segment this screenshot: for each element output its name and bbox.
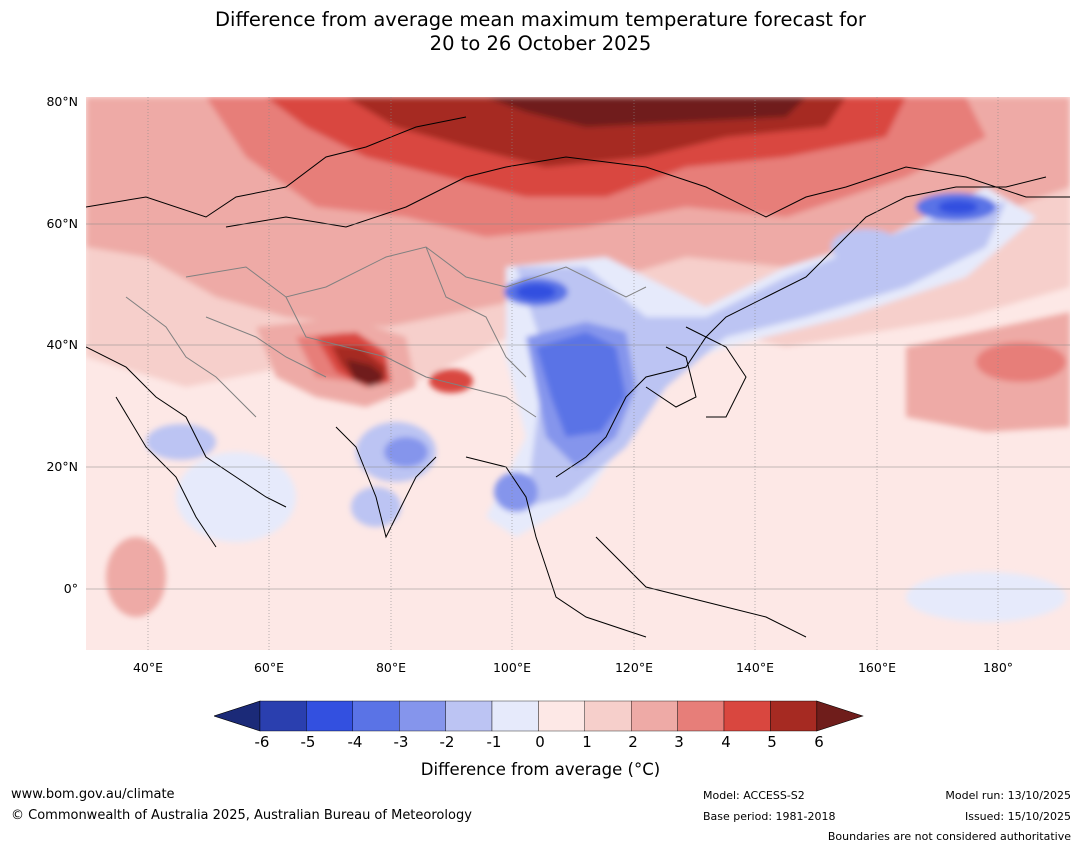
temperature-anomaly-map: [86, 97, 1070, 650]
lon-label-100e: 100°E: [492, 660, 531, 675]
colorbar-tick: 0: [535, 733, 545, 751]
lon-label-140e: 140°E: [735, 660, 774, 675]
colorbar-tick: -4: [347, 733, 363, 751]
boundaries-disclaimer: Boundaries are not considered authoritat…: [827, 830, 1071, 843]
issued-date: Issued: 15/10/2025: [964, 810, 1071, 823]
colorbar-tick: 2: [628, 733, 638, 751]
lat-label-20n: 20°N: [46, 459, 78, 474]
colorbar-segment: [491, 700, 539, 732]
graticule: [86, 97, 1070, 650]
title-line-2: 20 to 26 October 2025: [429, 32, 652, 55]
lon-label-60e: 60°E: [253, 660, 285, 675]
colorbar-extend-low: [214, 700, 261, 732]
colorbar-segment: [259, 700, 307, 732]
copyright-notice: © Commonwealth of Australia 2025, Austra…: [11, 808, 472, 823]
lat-label-0: 0°: [63, 581, 78, 596]
base-period: Base period: 1981-2018: [703, 810, 836, 823]
model-run-date: Model run: 13/10/2025: [945, 789, 1071, 802]
coastlines: [86, 116, 1070, 638]
colorbar-segment: [723, 700, 771, 732]
lon-label-160e: 160°E: [857, 660, 896, 675]
colorbar-tick: -2: [439, 733, 455, 751]
colorbar-segment: [631, 700, 678, 732]
colorbar-tick: 5: [767, 733, 777, 751]
colorbar-tick: -6: [254, 733, 270, 751]
colorbar-tick: -1: [486, 733, 502, 751]
colorbar-tick: 6: [814, 733, 824, 751]
colorbar-tick: 1: [582, 733, 592, 751]
lon-label-40e: 40°E: [132, 660, 164, 675]
colorbar-tick: -3: [393, 733, 409, 751]
colorbar-segment: [770, 700, 818, 732]
title-line-1: Difference from average mean maximum tem…: [215, 8, 866, 31]
lat-label-80n: 80°N: [46, 94, 78, 109]
colorbar-segment: [445, 700, 493, 732]
colorbar-segment: [306, 700, 354, 732]
website-link[interactable]: www.bom.gov.au/climate: [11, 787, 175, 802]
colorbar-tick: -5: [300, 733, 316, 751]
colorbar-segment: [584, 700, 632, 732]
colorbar-tick: 4: [721, 733, 731, 751]
colorbar-segment: [352, 700, 400, 732]
colorbar-tick: 3: [674, 733, 684, 751]
lat-label-60n: 60°N: [46, 216, 78, 231]
lat-label-40n: 40°N: [46, 337, 78, 352]
colorbar-label: Difference from average (°C): [420, 760, 661, 779]
map-title: Difference from average mean maximum tem…: [0, 8, 1081, 56]
colorbar-segment: [538, 700, 585, 732]
colorbar: [214, 700, 864, 732]
colorbar-extend-high: [816, 700, 864, 732]
lon-label-180: 180°: [982, 660, 1014, 675]
country-boundaries: [125, 246, 647, 418]
colorbar-segment: [398, 700, 446, 732]
lon-label-80e: 80°E: [375, 660, 407, 675]
lon-label-120e: 120°E: [614, 660, 653, 675]
colorbar-segment: [677, 700, 725, 732]
model-info: Model: ACCESS-S2: [703, 789, 805, 802]
anomaly-field: [86, 97, 1070, 622]
